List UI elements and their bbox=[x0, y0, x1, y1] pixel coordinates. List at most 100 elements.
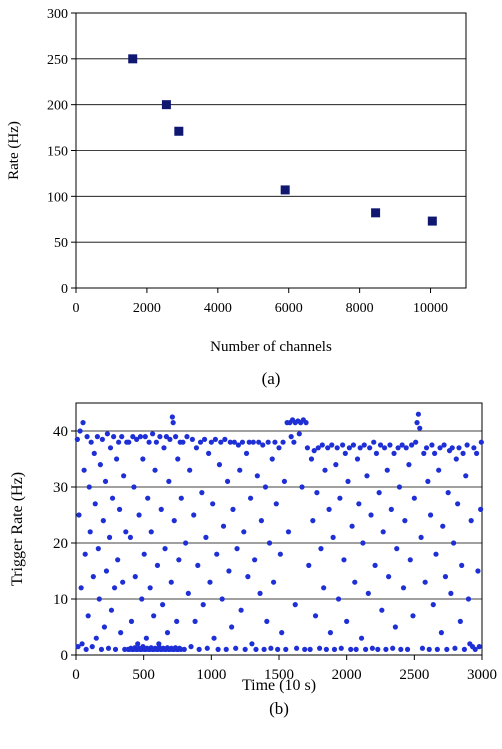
data-point bbox=[344, 618, 350, 625]
y-tick-label: 40 bbox=[53, 424, 68, 440]
data-point bbox=[352, 579, 358, 585]
data-point bbox=[111, 434, 117, 440]
data-point bbox=[238, 607, 244, 613]
data-point bbox=[82, 551, 88, 557]
data-point bbox=[270, 579, 277, 585]
data-point bbox=[396, 484, 403, 490]
data-point bbox=[291, 439, 297, 445]
data-point bbox=[167, 436, 173, 442]
x-tick-label: 2000 bbox=[133, 301, 161, 316]
chart-b: 0 10 20 30 40 0 500 1000 1500 2000 2500 3000 Time (1… bbox=[9, 402, 497, 718]
data-point bbox=[367, 445, 373, 451]
data-point bbox=[460, 450, 466, 456]
data-point bbox=[438, 630, 444, 636]
data-point bbox=[162, 546, 168, 552]
data-point bbox=[364, 473, 370, 479]
data-point bbox=[78, 585, 84, 591]
data-point bbox=[459, 562, 465, 569]
y-tick-label: 300 bbox=[47, 7, 68, 22]
data-point bbox=[98, 646, 105, 653]
data-point bbox=[312, 613, 319, 619]
data-point bbox=[127, 534, 134, 541]
data-point bbox=[104, 431, 110, 437]
data-point bbox=[196, 646, 202, 653]
data-point bbox=[321, 585, 327, 591]
data-point bbox=[163, 434, 170, 440]
data-point bbox=[99, 436, 105, 442]
data-point bbox=[219, 596, 225, 602]
data-point bbox=[175, 456, 181, 462]
data-point bbox=[192, 618, 198, 625]
data-point bbox=[101, 624, 108, 630]
data-point bbox=[81, 467, 87, 473]
data-point bbox=[279, 630, 285, 636]
y-axis: 0 10 20 30 40 bbox=[53, 424, 76, 664]
data-point bbox=[184, 434, 190, 440]
data-point bbox=[478, 439, 484, 445]
data-point bbox=[160, 602, 166, 608]
data-point bbox=[97, 462, 103, 468]
data-point bbox=[128, 54, 138, 64]
x-axis-label: Time (10 s) bbox=[242, 677, 316, 694]
data-point bbox=[430, 602, 436, 608]
data-point bbox=[325, 445, 331, 451]
data-point bbox=[94, 434, 100, 440]
data-point bbox=[331, 646, 338, 653]
data-point bbox=[307, 646, 313, 653]
data-point bbox=[304, 445, 311, 451]
data-point bbox=[207, 579, 213, 585]
data-point bbox=[302, 646, 308, 653]
data-point bbox=[478, 506, 484, 512]
data-point bbox=[421, 450, 427, 456]
data-point bbox=[201, 436, 208, 442]
data-point bbox=[419, 645, 426, 651]
data-point bbox=[146, 439, 152, 445]
data-point bbox=[174, 126, 184, 136]
x-tick-label: 0 bbox=[72, 667, 80, 683]
y-tick-label: 150 bbox=[47, 145, 68, 160]
data-point bbox=[441, 442, 447, 448]
data-point bbox=[174, 618, 180, 625]
data-point bbox=[193, 445, 200, 451]
data-point bbox=[200, 602, 206, 608]
data-point bbox=[453, 456, 459, 462]
data-point bbox=[249, 641, 255, 647]
data-point bbox=[327, 630, 334, 636]
data-point bbox=[229, 624, 235, 630]
data-point bbox=[427, 216, 437, 226]
data-point bbox=[275, 646, 281, 653]
y-tick-label: 100 bbox=[47, 190, 68, 205]
data-point bbox=[383, 646, 389, 653]
y-tick-label: 0 bbox=[61, 648, 69, 664]
data-point bbox=[96, 596, 102, 602]
data-point bbox=[261, 646, 267, 653]
data-point bbox=[75, 644, 81, 650]
y-tick-label: 20 bbox=[53, 536, 68, 552]
data-points bbox=[74, 411, 484, 653]
data-point bbox=[450, 540, 457, 546]
data-point bbox=[137, 434, 144, 440]
data-point bbox=[130, 434, 136, 440]
x-tick-label: 1500 bbox=[264, 667, 294, 683]
data-point bbox=[276, 445, 282, 451]
data-point bbox=[266, 540, 273, 546]
data-point bbox=[142, 434, 148, 440]
panel-label: (b) bbox=[269, 699, 289, 718]
x-axis: 0 500 1000 1500 2000 2500 3000 bbox=[72, 655, 497, 683]
x-tick-label: 10000 bbox=[413, 301, 448, 316]
data-point bbox=[317, 645, 323, 651]
data-point bbox=[369, 645, 375, 651]
data-point bbox=[293, 645, 300, 651]
data-point bbox=[208, 439, 214, 445]
data-point bbox=[345, 478, 351, 484]
data-point bbox=[354, 456, 361, 462]
data-point bbox=[348, 646, 354, 653]
data-point bbox=[273, 501, 279, 507]
data-point bbox=[258, 518, 265, 524]
data-point bbox=[410, 613, 416, 619]
data-point bbox=[404, 646, 411, 653]
data-point bbox=[109, 495, 116, 501]
data-point bbox=[306, 562, 312, 569]
data-point bbox=[280, 439, 286, 445]
chart-a: 0 50 100 150 200 250 300 0 2000 4000 6000 8000 10000… bbox=[6, 7, 467, 388]
